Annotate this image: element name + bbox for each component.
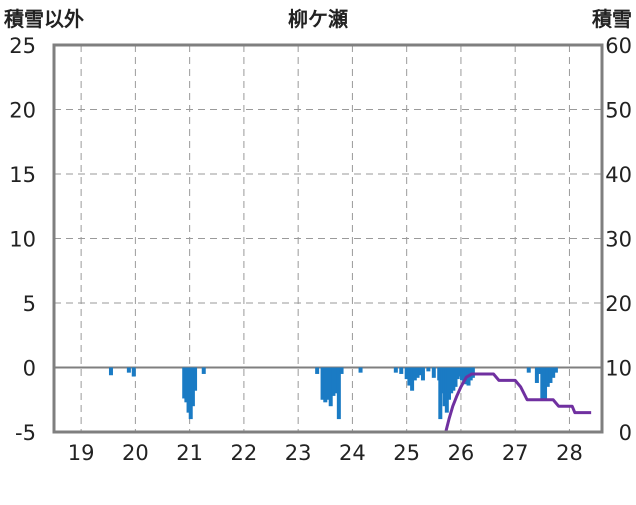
x-tick-label: 28 (556, 441, 583, 465)
x-tick-label: 25 (393, 441, 420, 465)
precipitation-bar (438, 367, 443, 420)
precipitation-bar (442, 367, 447, 407)
precipitation-bar (336, 367, 341, 420)
precipitation-bar (446, 367, 451, 400)
precipitation-bar (108, 367, 113, 376)
precipitation-bar (534, 367, 539, 383)
x-tick-label: 22 (231, 441, 258, 465)
precipitation-bar (540, 367, 545, 400)
left-y-tick-label: 5 (23, 292, 36, 316)
left-y-tick-label: 25 (9, 34, 36, 58)
x-tick-label: 20 (122, 441, 149, 465)
left-y-tick-label: -5 (15, 421, 36, 445)
precipitation-bar (551, 367, 556, 378)
precipitation-bar (548, 367, 553, 383)
precipitation-bar (418, 367, 423, 376)
precipitation-bar (426, 367, 431, 372)
precipitation-bar (315, 367, 320, 374)
plot-area-border (52, 43, 604, 434)
precipitation-bar (543, 367, 548, 400)
precipitation-bar (410, 367, 415, 391)
x-tick-label: 27 (502, 441, 529, 465)
precipitation-bar (460, 367, 465, 381)
precipitation-bar (537, 367, 542, 374)
precipitation-bar (455, 367, 460, 380)
precipitation-bar (320, 367, 325, 400)
x-tick-label: 23 (285, 441, 312, 465)
precipitation-bar (526, 367, 531, 373)
precipitation-bar (126, 367, 131, 373)
left-axis-title: 積雪以外 (4, 7, 84, 31)
precipitation-bar (393, 367, 398, 373)
right-y-tick-label: 10 (605, 357, 632, 381)
right-y-tick-label: 50 (605, 99, 632, 123)
snow-depth-series-line (54, 372, 592, 434)
left-y-tick-label: 10 (9, 228, 36, 252)
precipitation-bar (323, 367, 328, 403)
left-y-tick-label: 0 (23, 357, 36, 381)
precipitation-bar (399, 367, 404, 374)
precipitation-bar (415, 367, 420, 378)
x-tick-label: 24 (339, 441, 366, 465)
right-y-tick-label: 0 (619, 421, 632, 445)
precipitation-bar (331, 367, 336, 396)
snow-depth-line (54, 372, 592, 434)
precipitation-bar (545, 367, 550, 387)
x-tick-label: 19 (68, 441, 95, 465)
right-y-tick-label: 30 (605, 228, 632, 252)
plot-frame (52, 43, 604, 434)
precipitation-bar (449, 367, 454, 394)
right-axis-title: 積雪 (592, 7, 632, 31)
precipitation-bar (440, 367, 445, 394)
precipitation-bar (404, 367, 409, 380)
precipitation-bar (457, 367, 462, 377)
precipitation-bar (412, 367, 417, 381)
precipitation-bar (184, 367, 189, 403)
precipitation-bar (182, 367, 187, 399)
precipitation-bar (193, 367, 198, 391)
x-tick-label: 21 (176, 441, 203, 465)
precipitation-bar (358, 367, 363, 373)
precipitation-bar (188, 367, 193, 420)
axis-ticks: 19 20 21 22 23 24 25 26 27 282520151050-560504030… (9, 34, 632, 465)
right-y-tick-label: 60 (605, 34, 632, 58)
gridlines (54, 45, 602, 432)
x-tick-label: 26 (448, 441, 475, 465)
precipitation-bar (326, 367, 330, 400)
precipitation-bar (201, 367, 206, 374)
precipitation-bar (407, 367, 412, 386)
precipitation-bar (553, 367, 558, 373)
precipitation-bar (420, 367, 425, 381)
precipitation-bar (334, 367, 339, 394)
precipitation-bar (186, 367, 191, 413)
precipitation-bar (451, 367, 456, 391)
precipitation-bar (444, 367, 449, 413)
left-y-tick-label: 15 (9, 163, 36, 187)
precipitation-bar (339, 367, 344, 374)
precipitation-bar (131, 367, 136, 377)
precipitation-bar (431, 367, 436, 378)
precipitation-bar (453, 367, 458, 387)
right-y-tick-label: 40 (605, 163, 632, 187)
right-y-tick-label: 20 (605, 292, 632, 316)
precipitation-bar (190, 367, 195, 407)
precipitation-bar (462, 367, 467, 383)
left-y-tick-label: 20 (9, 99, 36, 123)
precipitation-bar (328, 367, 333, 407)
chart-title: 柳ケ瀬 (288, 7, 348, 31)
